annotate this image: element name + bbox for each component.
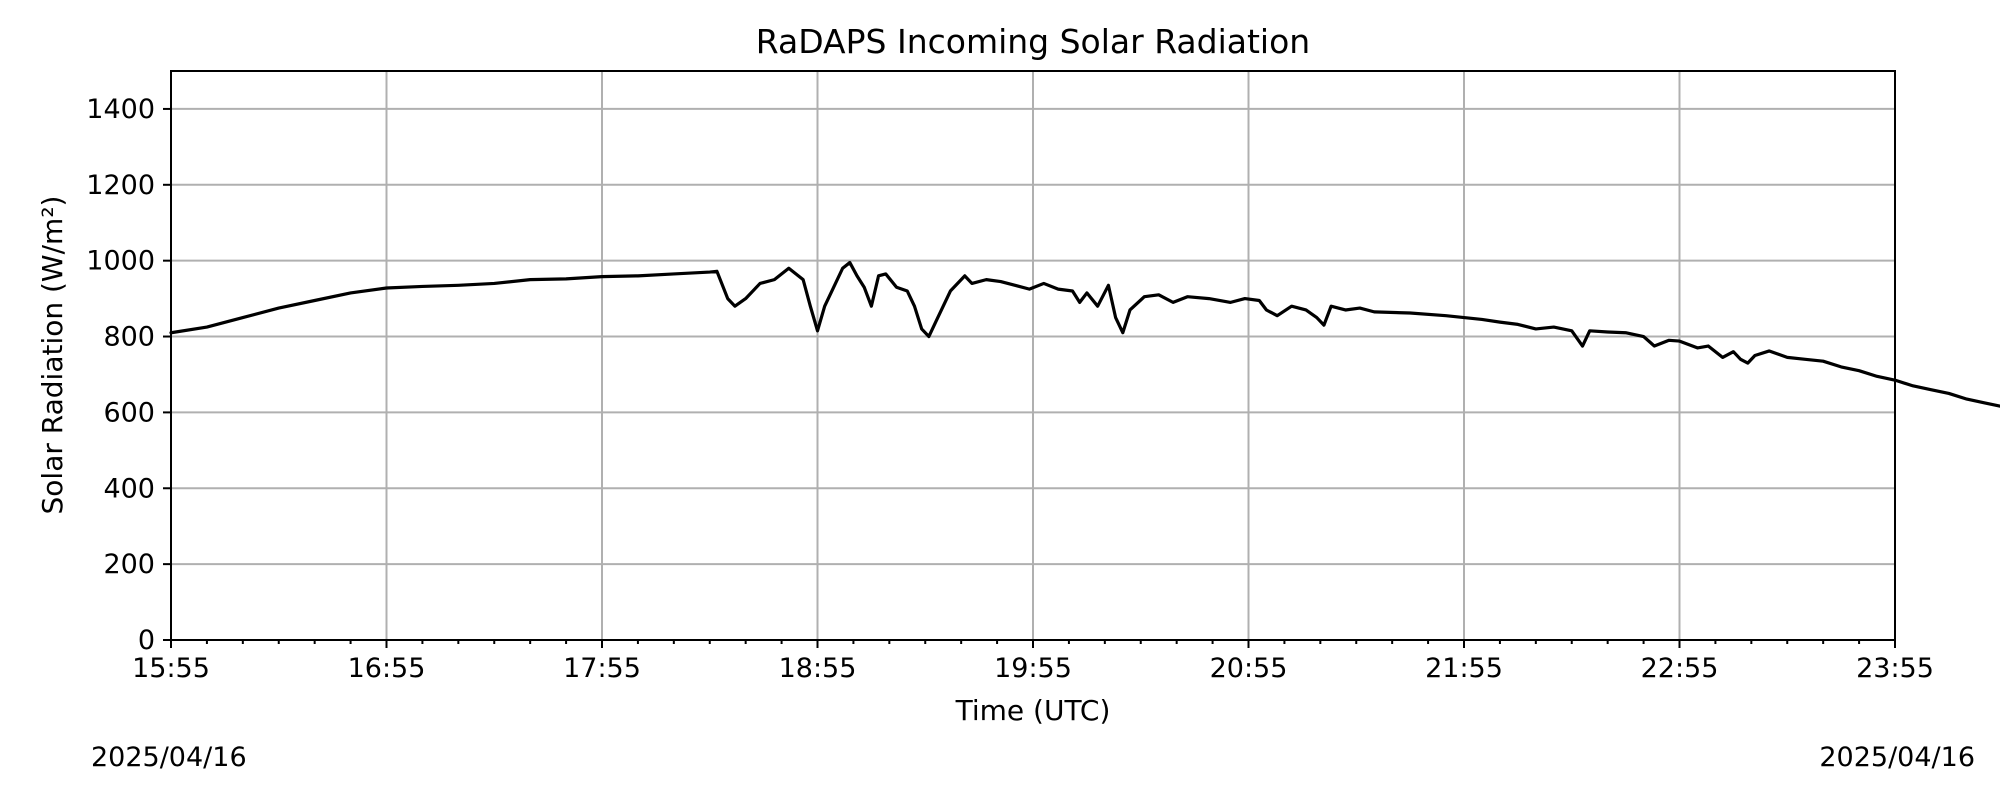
x-tick-label: 17:55 bbox=[563, 653, 641, 684]
x-tick-label: 19:55 bbox=[994, 653, 1072, 684]
y-tick-label: 400 bbox=[103, 473, 155, 504]
x-tick-label: 16:55 bbox=[348, 653, 426, 684]
x-tick-label: 21:55 bbox=[1425, 653, 1503, 684]
start-date-label: 2025/04/16 bbox=[91, 742, 247, 773]
chart-title: RaDAPS Incoming Solar Radiation bbox=[756, 22, 1310, 61]
end-date-label: 2025/04/16 bbox=[1819, 742, 1975, 773]
x-tick-label: 20:55 bbox=[1210, 653, 1288, 684]
axis-ticks bbox=[163, 107, 1896, 648]
y-tick-label: 1200 bbox=[86, 170, 155, 201]
x-axis-label: Time (UTC) bbox=[955, 694, 1111, 727]
tick-labels: 15:55 16:55 17:55 18:55 19:55 20:55 21:55 22:55… bbox=[86, 94, 1934, 684]
y-tick-label: 1400 bbox=[86, 94, 155, 125]
y-tick-label: 200 bbox=[103, 549, 155, 580]
x-tick-label: 23:55 bbox=[1856, 653, 1934, 684]
series-layer bbox=[169, 260, 2000, 408]
x-tick-label: 15:55 bbox=[132, 653, 210, 684]
y-tick-label: 600 bbox=[103, 397, 155, 428]
grid-lines bbox=[171, 71, 1895, 640]
y-tick-label: 800 bbox=[103, 322, 155, 353]
x-tick-label: 18:55 bbox=[779, 653, 857, 684]
y-tick-label: 0 bbox=[138, 625, 155, 656]
x-tick-label: 22:55 bbox=[1641, 653, 1719, 684]
y-tick-label: 1000 bbox=[86, 246, 155, 277]
solar-radiation-line bbox=[169, 260, 2000, 408]
y-axis-label: Solar Radiation (W/m²) bbox=[36, 196, 69, 515]
